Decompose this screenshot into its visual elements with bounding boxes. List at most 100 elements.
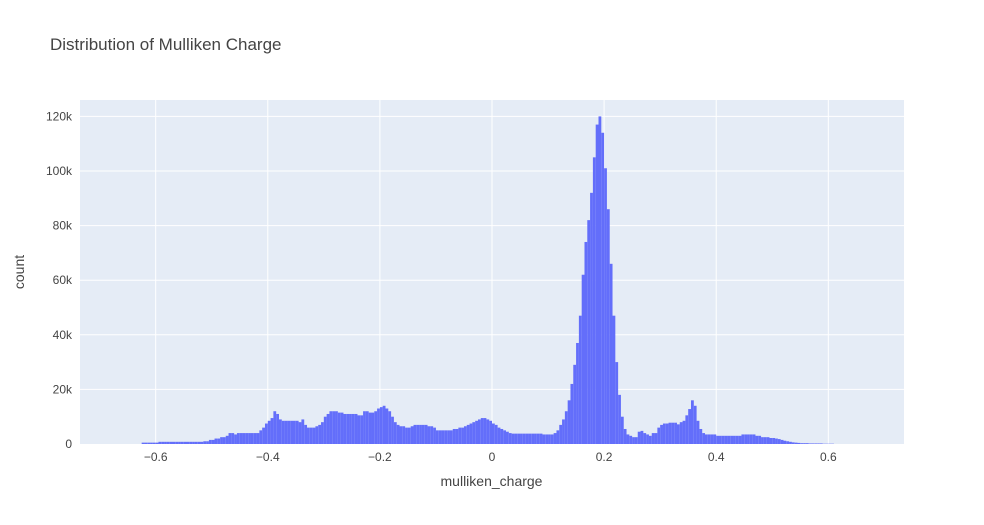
- histogram-bar: [727, 435, 731, 444]
- histogram-bar: [685, 415, 689, 444]
- histogram-bar: [248, 433, 251, 444]
- histogram-bar: [144, 442, 148, 444]
- histogram-bar: [766, 437, 770, 444]
- histogram-bar: [601, 132, 605, 444]
- y-tick-label: 100k: [46, 164, 73, 178]
- histogram-bar: [671, 422, 675, 444]
- histogram-bar: [391, 416, 394, 444]
- x-tick-label: −0.4: [256, 450, 280, 464]
- histogram-bar: [259, 430, 263, 444]
- histogram-bar: [576, 342, 579, 444]
- histogram-bar: [441, 430, 445, 444]
- bars: [141, 116, 834, 445]
- histogram-bar: [598, 116, 602, 444]
- histogram-bar: [719, 435, 722, 444]
- histogram-bar: [721, 435, 725, 444]
- x-tick-label: 0.2: [596, 450, 613, 464]
- histogram-bar: [326, 413, 330, 444]
- histogram-bar: [287, 420, 291, 444]
- histogram-bar: [626, 434, 630, 444]
- histogram-bar: [312, 427, 316, 444]
- histogram-bar: [542, 434, 546, 444]
- histogram-bar: [573, 364, 577, 444]
- histogram-bar: [318, 424, 322, 444]
- histogram-bar: [634, 437, 638, 444]
- histogram-bar: [492, 423, 495, 444]
- histogram-bar: [612, 315, 616, 444]
- histogram-bar: [525, 433, 529, 444]
- histogram-bar: [808, 443, 812, 444]
- histogram-bar: [152, 442, 156, 444]
- histogram-bar: [175, 441, 179, 444]
- histogram-bar: [800, 443, 804, 444]
- histogram-bar: [206, 441, 209, 444]
- histogram-bar: [567, 400, 571, 444]
- histogram-bar: [363, 411, 366, 444]
- histogram-bar: [180, 441, 184, 444]
- histogram-bar: [466, 424, 470, 444]
- histogram-bar: [194, 441, 198, 444]
- histogram-bar: [783, 440, 787, 444]
- histogram-bar: [379, 407, 383, 444]
- histogram-bar: [295, 420, 299, 444]
- histogram-bar: [382, 405, 386, 444]
- histogram-bar: [461, 427, 464, 444]
- histogram-bar: [253, 433, 257, 444]
- histogram-bar: [183, 441, 187, 444]
- histogram-bar: [346, 413, 350, 444]
- histogram-bar: [228, 433, 232, 444]
- histogram-bar: [321, 422, 324, 444]
- histogram-bar: [225, 435, 229, 444]
- histogram-bar: [374, 411, 378, 444]
- histogram-bar: [351, 413, 355, 444]
- histogram-bar: [424, 424, 428, 444]
- histogram-bar: [458, 427, 462, 444]
- histogram-bar: [166, 441, 170, 444]
- histogram-bar: [811, 443, 815, 444]
- histogram-bar: [169, 441, 173, 444]
- histogram-bar: [236, 433, 240, 444]
- histogram-bar: [747, 434, 750, 444]
- histogram-bar: [239, 433, 243, 444]
- histogram-bar: [517, 433, 521, 444]
- histogram-bar: [421, 424, 425, 444]
- histogram-bar: [514, 433, 518, 444]
- histogram-bar: [651, 433, 655, 444]
- histogram-bar: [307, 427, 310, 444]
- histogram-bar: [301, 419, 305, 444]
- histogram-bar: [578, 315, 582, 444]
- histogram-bar: [679, 422, 683, 444]
- y-tick-label: 120k: [46, 109, 73, 123]
- histogram-bar: [315, 426, 319, 444]
- histogram-bar: [511, 433, 515, 444]
- histogram-bar: [214, 438, 218, 444]
- histogram-bar: [427, 426, 431, 444]
- histogram-bar: [817, 443, 820, 444]
- histogram-bar: [763, 437, 767, 444]
- histogram-bar: [477, 419, 481, 444]
- y-axis-title: count: [11, 255, 27, 289]
- histogram-bar: [463, 426, 467, 444]
- histogram-bar: [245, 433, 249, 444]
- histogram-bar: [141, 442, 145, 444]
- histogram-bar: [365, 411, 369, 444]
- histogram-bar: [503, 430, 507, 444]
- histogram-bar: [329, 411, 333, 444]
- histogram-bar: [217, 438, 221, 444]
- histogram-bar: [775, 438, 778, 444]
- histogram-bar: [761, 437, 764, 444]
- histogram-bar: [648, 435, 652, 444]
- histogram-bar: [738, 435, 742, 444]
- histogram-bar: [777, 439, 781, 444]
- histogram-bar: [402, 426, 406, 444]
- histogram-bar: [472, 422, 476, 444]
- histogram-bar: [682, 420, 686, 444]
- histogram-bar: [786, 441, 790, 444]
- histogram-bar: [267, 420, 271, 444]
- histogram-bar: [220, 437, 223, 444]
- histogram-bar: [794, 442, 798, 444]
- histogram-bar: [438, 430, 442, 444]
- histogram-bar: [256, 433, 260, 444]
- histogram-bar: [623, 428, 627, 444]
- histogram-bar: [674, 422, 677, 444]
